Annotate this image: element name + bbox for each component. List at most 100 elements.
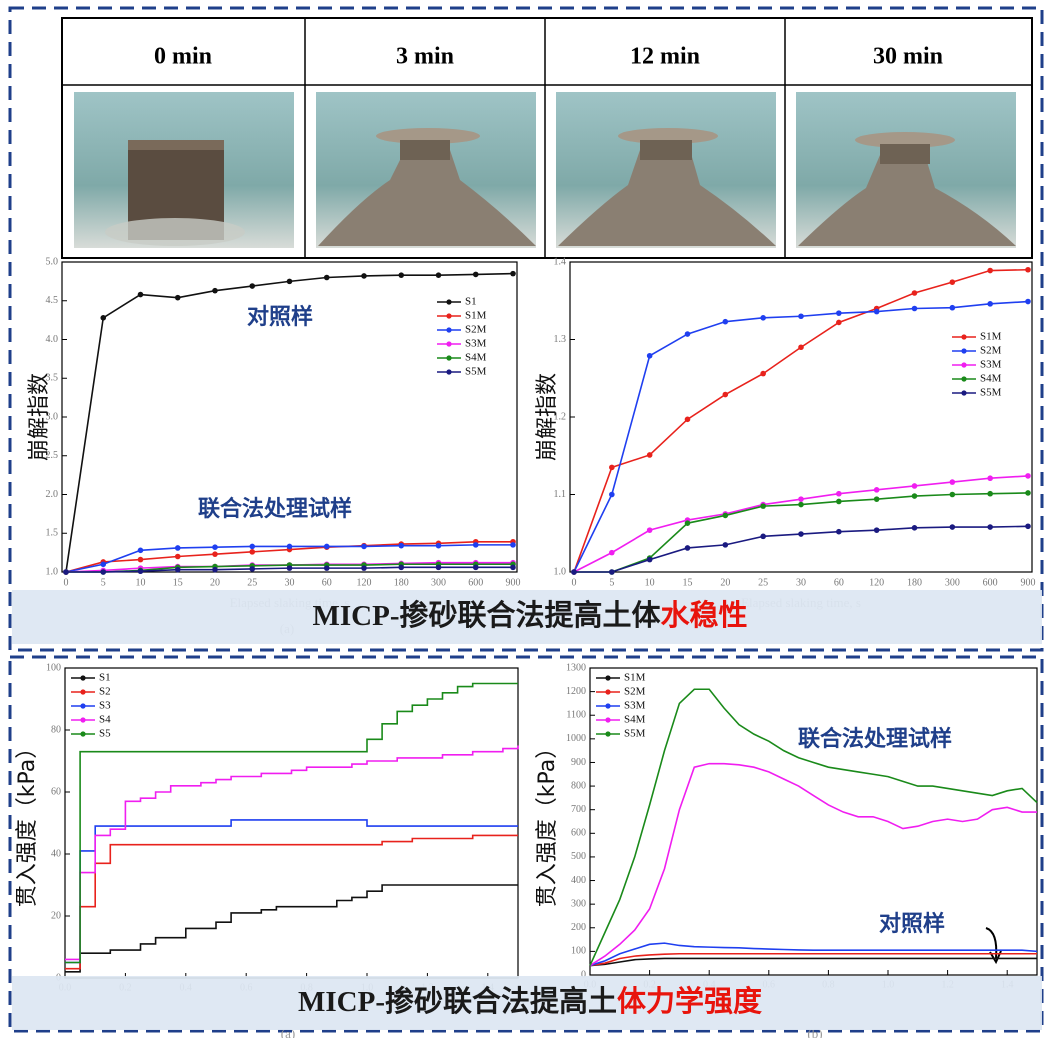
point	[760, 533, 766, 540]
y-tick-label: 3.5	[46, 373, 59, 384]
point	[435, 272, 442, 278]
y-tick-label: 900	[571, 757, 586, 768]
y-tick-label: 100	[46, 662, 61, 673]
annotation: 对照样	[247, 304, 313, 330]
point	[435, 564, 442, 571]
point	[836, 528, 842, 535]
y-tick-label: 1.3	[554, 334, 567, 345]
y-tick-label: 600	[571, 828, 586, 839]
y-tick-label: 1300	[566, 662, 586, 673]
x-tick-label: 5	[609, 577, 614, 588]
point	[911, 483, 918, 489]
plot-frame	[61, 261, 518, 573]
series-line	[65, 884, 518, 973]
point	[911, 525, 918, 531]
y-tick-label: 0	[581, 969, 586, 980]
y-axis-title: 贯入强度（kPa）	[15, 737, 40, 908]
point	[684, 520, 691, 526]
photo	[556, 92, 776, 248]
y-tick-label: 1.1	[554, 489, 567, 500]
legend-label: S2	[99, 686, 111, 698]
point	[722, 318, 729, 325]
y-tick-label: 400	[571, 875, 586, 886]
series-line	[65, 834, 518, 970]
point	[174, 553, 181, 560]
legend-marker	[605, 675, 611, 681]
y-tick-label: 200	[571, 922, 586, 933]
legend-label: S5M	[980, 387, 1002, 399]
banner-text-part: 体力学强度	[617, 984, 762, 1018]
legend-label: S3M	[624, 700, 646, 712]
point	[609, 491, 615, 498]
legend-label: S4M	[624, 714, 646, 726]
banner-text: MICP-掺砂联合法提高土体水稳性	[313, 598, 748, 632]
point	[100, 561, 107, 568]
point	[911, 305, 918, 312]
legend-marker	[605, 689, 611, 695]
point	[949, 479, 956, 485]
point	[100, 315, 107, 321]
y-axis-title: 崩解指数	[27, 373, 52, 461]
y-tick-label: 1.5	[46, 528, 59, 539]
point	[1025, 266, 1031, 273]
point	[836, 310, 842, 316]
annotation: 联合法处理试样	[198, 496, 352, 522]
x-tick-label: 300	[945, 577, 960, 588]
y-tick-label: 1100	[566, 710, 586, 721]
point	[286, 278, 293, 285]
x-tick-label: 30	[285, 577, 295, 588]
point	[609, 549, 615, 556]
point	[510, 542, 516, 548]
legend-label: S4	[99, 714, 111, 726]
legend-label: S3	[99, 700, 111, 712]
x-tick-label: 180	[907, 577, 922, 588]
point	[798, 531, 804, 537]
y-tick-label: 700	[571, 804, 586, 815]
point	[398, 542, 405, 549]
y-tick-label: 1.4	[554, 256, 567, 267]
x-tick-label: 10	[645, 577, 655, 588]
y-tick-label: 40	[51, 848, 61, 859]
legend-marker	[446, 355, 452, 361]
x-tick-label: 900	[1021, 577, 1036, 588]
point	[836, 498, 842, 505]
legend-label: S3M	[980, 359, 1002, 371]
point	[174, 545, 181, 551]
legend-marker	[446, 299, 452, 305]
y-tick-label: 80	[51, 724, 61, 735]
y-tick-label: 100	[571, 946, 586, 957]
point	[137, 291, 144, 298]
point	[684, 416, 691, 423]
point	[100, 569, 107, 575]
point	[398, 564, 405, 571]
y-tick-label: 2.0	[46, 489, 59, 500]
point	[987, 490, 993, 497]
point	[174, 566, 181, 573]
point	[684, 545, 691, 551]
legend-marker	[80, 675, 86, 681]
point	[1025, 298, 1031, 305]
legend-marker	[446, 313, 452, 319]
photo	[796, 92, 1016, 248]
x-tick-label: 0	[64, 577, 69, 588]
point	[949, 304, 956, 311]
point	[137, 556, 144, 563]
banner-text-part: MICP-掺砂联合法提高土体	[313, 598, 662, 632]
legend-label: S2M	[980, 345, 1002, 357]
y-tick-label: 60	[51, 786, 61, 797]
legend-label: S1	[99, 672, 111, 684]
point	[212, 551, 218, 557]
dashed-frame	[8, 655, 1044, 1033]
x-tick-label: 600	[983, 577, 998, 588]
legend-marker	[80, 703, 86, 709]
legend-label: S5M	[624, 728, 646, 740]
point	[137, 547, 144, 554]
y-axis-title: 崩解指数	[535, 373, 560, 461]
legend-label: S1	[465, 296, 477, 308]
y-tick-label: 1.2	[554, 411, 567, 422]
y-tick-label: 2.5	[46, 450, 59, 461]
point	[911, 290, 918, 296]
legend-marker	[961, 348, 967, 354]
column-header: 0 min	[154, 44, 212, 70]
